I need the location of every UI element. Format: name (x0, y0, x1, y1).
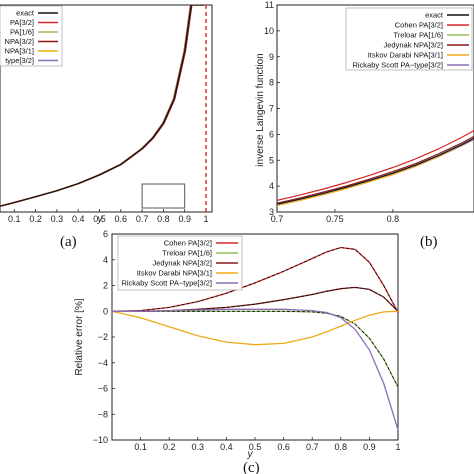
panel-c-legend: Cohen PA[3/2]Treloar PA[1/6]Jedynak NPA[… (117, 235, 243, 291)
panel-c-y-tick-label: 0 (103, 306, 108, 316)
panel-c-legend-label: Jedynak NPA[3/2] (153, 259, 212, 268)
panel-c-y-tick-label: −8 (98, 409, 108, 419)
panel-c-label: (c) (243, 460, 260, 474)
panel-c-series-line (112, 308, 399, 430)
panel-b-y-tick-label: 11 (265, 0, 274, 10)
panel-c-x-tick-label: 0.2 (163, 442, 176, 452)
panel-c-ylabel: Relative error [%] (74, 298, 85, 375)
panel-c-x-tick-label: 0.1 (134, 442, 147, 452)
panel-c-y-tick-label: −6 (98, 384, 108, 394)
panel-a-legend-label: exact (16, 9, 35, 18)
panel-b-legend-label: Treloar PA[1/6] (393, 31, 443, 40)
panel-b-ticks: 3 4 5 6 7 8 9 10 11 0.7 0.75 0.8 (264, 0, 399, 224)
panel-c-legend-label: Treloar PA[1/6] (162, 249, 212, 258)
panel-b-series-line (277, 138, 474, 205)
panel-a-legend-label: NPA[3/1] (5, 47, 34, 56)
panel-c-legend-label: Itskov Darabi NPA[3/1] (137, 269, 212, 278)
panel-b-legend-label: Rickaby Scott PA−type[3/2] (352, 61, 443, 70)
panel-b-legend-box (345, 7, 473, 71)
panel-c-ticks: 6 4 2 0 −2 −4 −6 −8 −10 0.1 0.2 0.3 0.4 0.5 0.6 0.7 0.8 0… (93, 229, 401, 452)
panel-a-legend-box (0, 5, 63, 67)
panel-b-x-tick-label: 0.7 (271, 214, 284, 224)
panel-a-xlabel: y (97, 214, 104, 225)
panel-a-x-ticks: 0.1 0.2 0.3 0.4 0.5 0.6 0.7 0.8 0.9 1 (8, 209, 209, 224)
panel-b-y-tick-label: 10 (264, 26, 274, 36)
panel-c-legend-label: Rickaby Scott PA−type[3/2] (121, 279, 212, 288)
panel-a-x-tick-label: 0.8 (157, 214, 170, 224)
panel-a-zoom-box (141, 183, 186, 209)
panel-b-y-tick-label: 9 (269, 52, 274, 62)
panel-b-series-line (277, 138, 474, 205)
panel-c-x-tick-label: 0.6 (277, 442, 290, 452)
panel-b-y-tick-label: 3 (269, 207, 274, 217)
panel-a-x-tick-label: 0.9 (178, 214, 191, 224)
panel-c-x-tick-label: 0.8 (335, 442, 348, 452)
panel-a: 0.1 0.2 0.3 0.4 0.5 0.6 0.7 0.8 0.9 1 y exactPA[3… (0, 4, 213, 250)
panel-c-series-dash (112, 310, 399, 388)
panel-b-y-tick-label: 5 (269, 155, 274, 165)
panel-c-series-line (111, 310, 399, 346)
panel-a-x-tick-label: 0.6 (115, 214, 128, 224)
panel-b-series (277, 129, 474, 207)
panel-a-x-tick-label: 0.5 (93, 214, 106, 224)
panel-b-legend-label: Cohen PA[3/2] (395, 21, 443, 30)
panel-b-series-line (277, 139, 474, 207)
panel-b-x-tick-label: 0.75 (326, 214, 344, 224)
panel-b: 3 4 5 6 7 8 9 10 11 0.7 0.75 0.8 inverse Langevin f… (255, 0, 474, 250)
panel-c-series (111, 246, 399, 430)
panel-b-legend-label: exact (425, 11, 444, 20)
panel-c-series-line (112, 286, 399, 312)
panel-a-legend-label: PA[3/2] (10, 18, 34, 27)
panel-c-y-tick-label: −2 (98, 332, 108, 342)
panel-b-legend-label: Jedynak NPA[3/2] (384, 41, 443, 50)
panel-c-y-tick-label: −10 (93, 435, 108, 445)
panel-b-x-tick-label: 0.8 (387, 214, 400, 224)
panel-c-legend-label: Cohen PA[3/2] (164, 239, 212, 248)
panel-a-x-tick-label: 1 (203, 214, 208, 224)
panel-a-exact-line (0, 5, 204, 207)
panel-b-legend-label: Itskov Darabi NPA[3/1] (368, 51, 443, 60)
panel-a-label: (a) (60, 234, 77, 250)
panel-b-y-tick-label: 6 (269, 129, 274, 139)
panel-c-xlabel: y (247, 449, 254, 460)
panel-a-x-tick-label: 0.1 (8, 214, 21, 224)
panel-a-x-tick-label: 0.3 (51, 214, 64, 224)
panel-a-series (0, 5, 205, 207)
panel-b-y-tick-label: 4 (269, 181, 274, 191)
panel-c-series-dash (111, 247, 399, 313)
panel-b-series-line (277, 135, 474, 204)
panel-a-legend-label: NPA[3/2] (5, 37, 34, 46)
panel-a-x-tick-label: 0.7 (136, 214, 149, 224)
panel-c-x-tick-label: 0.5 (249, 442, 262, 452)
panel-c-x-tick-label: 1 (395, 442, 400, 452)
panel-c-y-tick-label: 6 (103, 229, 108, 239)
panel-c-x-tick-label: 0.9 (363, 442, 376, 452)
panel-b-y-tick-label: 7 (269, 104, 274, 114)
panel-a-frame (0, 4, 213, 213)
panel-b-y-tick-label: 8 (269, 78, 274, 88)
panel-c-x-tick-label: 0.3 (192, 442, 205, 452)
panel-c-y-tick-label: −4 (98, 358, 108, 368)
panel-b-series-line (277, 137, 474, 205)
panel-c-y-tick-label: 4 (103, 255, 108, 265)
panel-c-y-tick-label: 2 (103, 281, 108, 291)
panel-c-x-tick-label: 0.4 (220, 442, 233, 452)
panel-c: 6 4 2 0 −2 −4 −6 −8 −10 0.1 0.2 0.3 0.4 0.5 0.6 0.7 0.8 0… (74, 229, 401, 474)
panel-c-x-tick-label: 0.7 (306, 442, 319, 452)
panel-b-ylabel: inverse Langevin function (255, 53, 266, 166)
panel-b-label: (b) (420, 234, 438, 250)
panel-b-series-line (277, 129, 474, 201)
panel-a-x-tick-label: 0.4 (72, 214, 85, 224)
panel-a-legend-label: type[3/2] (5, 56, 34, 65)
panel-a-x-tick-label: 0.2 (29, 214, 42, 224)
panel-c-series-dash (112, 286, 399, 312)
panel-a-legend-label: PA[1/6] (10, 28, 34, 37)
panel-a-legend: exactPA[3/2]PA[1/6]NPA[3/2]NPA[3/1]type[… (0, 5, 63, 67)
